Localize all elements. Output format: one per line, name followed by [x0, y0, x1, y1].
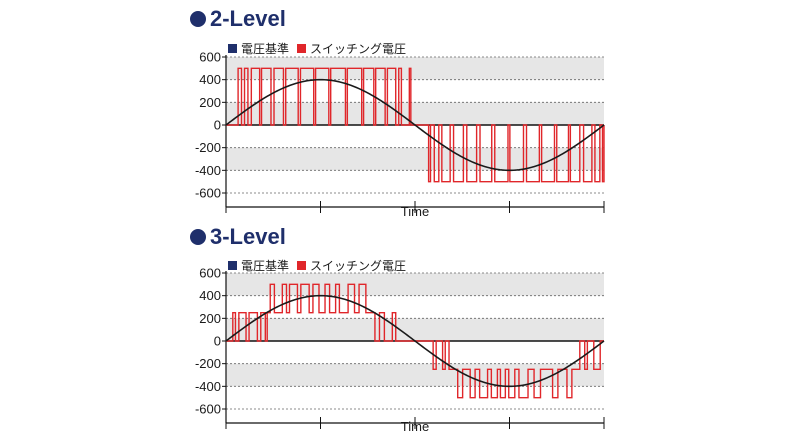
chart1-title-text: 2-Level — [210, 6, 286, 31]
x-axis-label: Time — [401, 419, 429, 434]
y-tick-label: -200 — [195, 140, 221, 155]
y-tick-label: 400 — [199, 72, 221, 87]
switching-voltage-series — [226, 67, 605, 183]
legend-swatch-reference — [228, 261, 237, 270]
x-axis-label: Time — [401, 204, 429, 219]
legend-label-reference: 電圧基準 — [241, 259, 290, 273]
legend-label-reference: 電圧基準 — [241, 42, 290, 56]
chart2-title: 3-Level — [190, 224, 286, 250]
voltage-reference-series — [225, 294, 605, 388]
legend-label-switching: スイッチング電圧 — [310, 42, 407, 56]
y-tick-label: -200 — [195, 356, 221, 371]
legend-swatch-reference — [228, 44, 237, 53]
y-tick-label: 600 — [199, 50, 221, 65]
chart2-title-text: 3-Level — [210, 224, 286, 249]
legend-swatch-switching — [297, 261, 307, 270]
bullet-dot-icon — [190, 11, 206, 27]
y-tick-label: -600 — [195, 186, 221, 201]
chart2-legend: 電圧基準 スイッチング電圧 — [228, 257, 406, 274]
y-tick-label: 0 — [214, 334, 221, 349]
y-tick-label: 400 — [199, 288, 221, 303]
grid-band — [226, 318, 604, 341]
legend-swatch-switching — [297, 44, 307, 53]
chart1-title: 2-Level — [190, 6, 286, 32]
y-tick-label: -400 — [195, 379, 221, 394]
grid-band — [226, 363, 604, 387]
legend-label-switching: スイッチング電圧 — [310, 259, 407, 273]
voltage-reference-series — [225, 78, 605, 172]
grid-band — [226, 273, 604, 296]
grid-band — [226, 57, 604, 80]
chart1-legend: 電圧基準 スイッチング電圧 — [228, 40, 406, 57]
y-tick-label: 600 — [199, 266, 221, 281]
bullet-dot-icon — [190, 229, 206, 245]
grid-band — [226, 102, 604, 125]
y-tick-label: 0 — [214, 118, 221, 133]
y-tick-label: -600 — [195, 402, 221, 417]
y-tick-label: 200 — [199, 311, 221, 326]
y-tick-label: -400 — [195, 163, 221, 178]
y-tick-label: 200 — [199, 95, 221, 110]
